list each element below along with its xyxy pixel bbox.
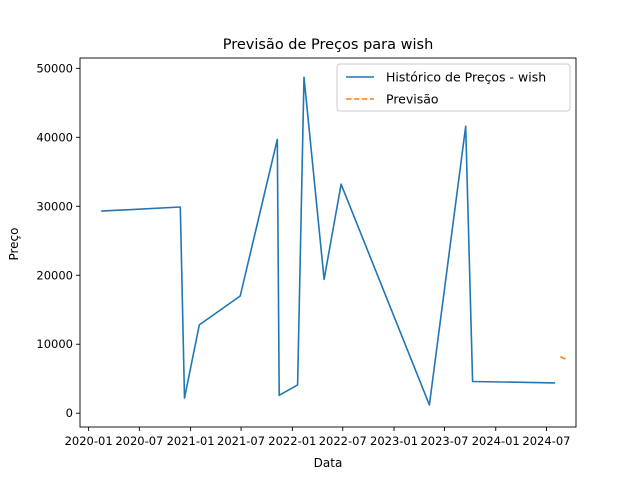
y-tick-label-3: 30000 xyxy=(36,199,73,213)
x-tick-label-4: 2022-01 xyxy=(268,434,316,448)
y-axis: 0 10000 20000 30000 40000 50000 xyxy=(36,61,80,420)
y-tick-label-1: 10000 xyxy=(36,337,73,351)
x-tick-label-6: 2023-01 xyxy=(370,434,418,448)
legend-label-1: Previsão xyxy=(386,92,439,107)
y-tick-label-5: 50000 xyxy=(36,61,73,75)
legend-box xyxy=(336,63,571,112)
y-tick-label-0: 0 xyxy=(66,406,73,420)
x-axis-label: Data xyxy=(314,456,343,470)
plot-frame xyxy=(79,57,577,428)
x-tick-label-7: 2023-07 xyxy=(420,434,468,448)
legend: Histórico de Preços - wish Previsão xyxy=(336,63,571,112)
x-tick-label-5: 2022-07 xyxy=(319,434,367,448)
x-tick-label-8: 2024-01 xyxy=(472,434,520,448)
series-line-1 xyxy=(560,355,567,361)
y-axis-label: Preço xyxy=(7,227,21,260)
x-tick-label-0: 2020-01 xyxy=(65,434,113,448)
chart-title: Previsão de Preços para wish xyxy=(223,37,434,53)
y-tick-label-2: 20000 xyxy=(36,268,73,282)
x-tick-label-1: 2020-07 xyxy=(115,434,163,448)
x-tick-label-2: 2021-01 xyxy=(167,434,215,448)
plot-area xyxy=(79,57,577,428)
y-tick-label-4: 40000 xyxy=(36,130,73,144)
x-tick-label-9: 2024-07 xyxy=(522,434,570,448)
series-line-0 xyxy=(101,76,556,406)
x-axis: 2020-01 2020-07 2021-01 2021-07 2022-01 2022-… xyxy=(65,427,570,448)
x-tick-label-3: 2021-07 xyxy=(217,434,265,448)
legend-label-0: Histórico de Preços - wish xyxy=(386,70,546,85)
